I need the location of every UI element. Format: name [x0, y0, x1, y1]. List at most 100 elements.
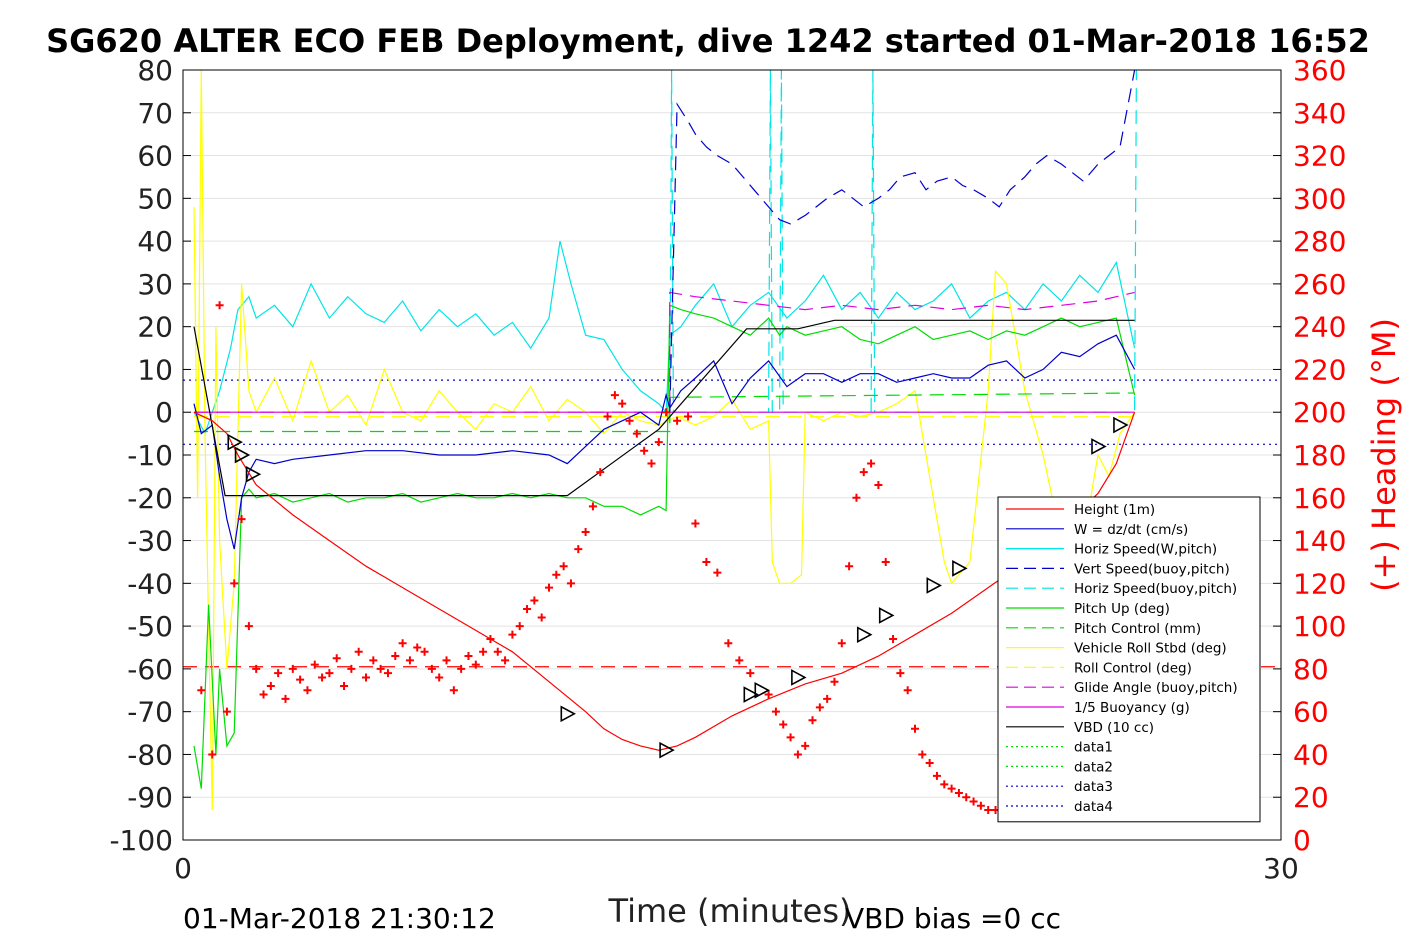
triangle-marker: [227, 433, 243, 451]
y-tick-label: -30: [127, 525, 173, 558]
heading-marker: [222, 707, 231, 716]
chart-title: SG620 ALTER ECO FEB Deployment, dive 124…: [46, 22, 1370, 60]
legend-label: VBD (10 cc): [1074, 720, 1154, 736]
heading-marker: [603, 412, 612, 421]
heading-marker: [874, 480, 883, 489]
pitch-up-line: [193, 304, 1136, 789]
heading-marker: [332, 654, 341, 663]
heading-marker: [823, 694, 832, 703]
heading-marker: [947, 784, 956, 793]
heading-marker: [702, 557, 711, 566]
heading-marker: [640, 446, 649, 455]
heading-marker: [940, 780, 949, 789]
heading-marker: [215, 301, 224, 310]
heading-marker: [596, 468, 605, 477]
legend: Height (1m) W = dz/dt (cm/s) Horiz Speed(W…: [997, 496, 1261, 823]
legend-label: data1: [1074, 740, 1113, 756]
heading-marker: [435, 673, 444, 682]
heading-marker: [896, 669, 905, 678]
heading-marker: [673, 416, 682, 425]
legend-box: [997, 496, 1261, 823]
vehicle-roll-line: [193, 69, 1136, 811]
heading-marker: [259, 690, 268, 699]
triangle-marker: [560, 705, 576, 723]
legend-label: data4: [1074, 799, 1113, 815]
heading-marker: [427, 664, 436, 673]
heading-marker: [413, 643, 422, 652]
heading-marker: [288, 664, 297, 673]
triangle-marker: [856, 626, 873, 644]
y2-tick-label: 180: [1293, 439, 1346, 472]
heading-marker: [852, 493, 861, 502]
y2-tick-label: 240: [1293, 311, 1346, 344]
heading-marker: [808, 716, 817, 725]
heading-marker: [859, 468, 868, 477]
legend-label: Vehicle Roll Stbd (deg): [1074, 641, 1227, 657]
heading-marker: [493, 647, 502, 656]
heading-marker: [237, 515, 246, 524]
heading-marker: [837, 639, 846, 648]
legend-label: Roll Control (deg): [1074, 660, 1192, 676]
y2-tick-label: 300: [1293, 182, 1346, 215]
heading-marker: [976, 801, 985, 810]
heading-marker: [815, 703, 824, 712]
footer-timestamp: 01-Mar-2018 21:30:12: [183, 902, 496, 935]
heading-marker: [479, 647, 488, 656]
heading-marker: [310, 660, 319, 669]
legend-label: data2: [1074, 759, 1113, 775]
y-tick-label: 30: [137, 268, 173, 301]
series-layer: [183, 69, 1281, 815]
heading-marker: [566, 579, 575, 588]
vert-speed-buoy-line: [669, 69, 1136, 413]
triangle-marker: [659, 741, 675, 759]
heading-marker: [654, 438, 663, 447]
heading-marker: [281, 694, 290, 703]
y2-tick-label: 220: [1293, 353, 1346, 386]
y2-axis-label: (+) Heading (°M): [1365, 318, 1403, 592]
y2-tick-label: 20: [1293, 781, 1329, 814]
heading-marker: [303, 686, 312, 695]
x-axis: 0 30: [174, 832, 1299, 885]
heading-marker: [779, 720, 788, 729]
heading-marker: [464, 652, 473, 661]
y2-tick-label: 360: [1293, 54, 1346, 87]
y2-tick-label: 40: [1293, 738, 1329, 771]
x-tick-label: 30: [1263, 852, 1299, 885]
horiz-speed-buoy-line: [669, 69, 1138, 413]
heading-marker: [618, 399, 627, 408]
heading-marker: [625, 416, 634, 425]
heading-marker: [610, 391, 619, 400]
heading-marker: [969, 797, 978, 806]
heading-marker: [574, 545, 583, 554]
heading-marker: [501, 656, 510, 665]
heading-marker: [918, 750, 927, 759]
y-tick-label: -50: [127, 610, 173, 643]
y2-tick-label: 280: [1293, 225, 1346, 258]
legend-label: Horiz Speed(W,pitch): [1074, 542, 1217, 558]
y-tick-label: -100: [109, 824, 173, 857]
heading-marker: [230, 579, 239, 588]
heading-marker: [471, 660, 480, 669]
heading-marker: [340, 682, 349, 690]
y2-tick-label: 320: [1293, 140, 1346, 173]
heading-marker: [347, 664, 356, 673]
heading-marker: [735, 656, 744, 665]
triangle-marker: [791, 669, 807, 686]
heading-marker: [867, 459, 876, 468]
legend-label: Glide Angle (buoy,pitch): [1074, 680, 1238, 696]
triangle-marker: [1113, 416, 1129, 434]
legend-label: 1/5 Buoyancy (g): [1074, 700, 1190, 716]
heading-marker: [449, 686, 458, 695]
heading-marker: [398, 639, 407, 648]
w-line: [193, 334, 1136, 550]
y-tick-label: 50: [137, 182, 173, 215]
y-tick-label: 20: [137, 311, 173, 344]
heading-marker: [691, 519, 700, 528]
y2-tick-label: 60: [1293, 696, 1329, 729]
heading-marker: [588, 502, 597, 511]
legend-label: W = dz/dt (cm/s): [1074, 522, 1188, 538]
heading-marker: [713, 568, 722, 577]
triangle-marker: [234, 446, 251, 464]
footer-vbd-bias: VBD bias =0 cc: [845, 902, 1061, 935]
triangle-marker: [1091, 438, 1107, 455]
